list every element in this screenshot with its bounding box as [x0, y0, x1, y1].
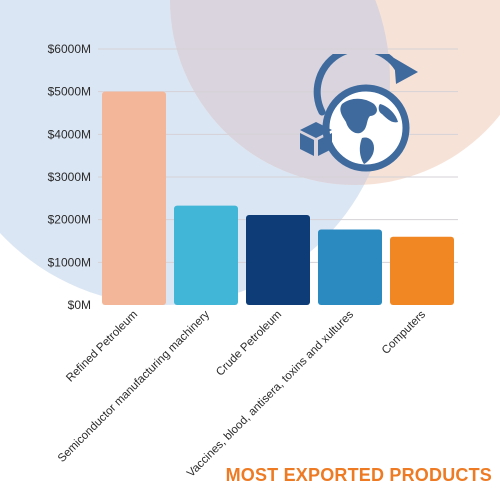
y-tick-label: $5000M — [48, 85, 91, 99]
x-tick-label: Vaccines, blood, antisera, toxins and xu… — [185, 308, 356, 479]
y-axis-ticks: $0M $1000M $2000M $3000M $4000M $5000M $6000M — [48, 42, 91, 312]
bar — [390, 236, 454, 305]
x-tick-label: Semiconductor manufacturing machinery — [56, 308, 212, 464]
background-overlap — [170, 0, 390, 185]
y-tick-label: $0M — [68, 298, 91, 312]
y-tick-label: $3000M — [48, 170, 91, 184]
y-tick-label: $2000M — [48, 213, 91, 227]
y-tick-label: $4000M — [48, 127, 91, 141]
bar — [174, 205, 238, 305]
chart-title: MOST EXPORTED PRODUCTS — [225, 465, 492, 485]
arrow-head-icon — [394, 58, 418, 84]
y-tick-label: $1000M — [48, 255, 91, 269]
bar — [318, 229, 382, 305]
globe-icon — [322, 84, 410, 172]
x-tick-label: Crude Petroleum — [214, 309, 284, 379]
globe-export-icon — [300, 54, 418, 172]
box-icon — [300, 122, 332, 156]
x-tick-label: Computers — [380, 308, 428, 356]
bar — [246, 214, 310, 305]
arrow-icon — [313, 54, 404, 116]
bars — [102, 91, 454, 306]
bar — [102, 91, 166, 306]
y-tick-label: $6000M — [48, 42, 91, 56]
x-tick-label: Refined Petroleum — [64, 309, 140, 385]
